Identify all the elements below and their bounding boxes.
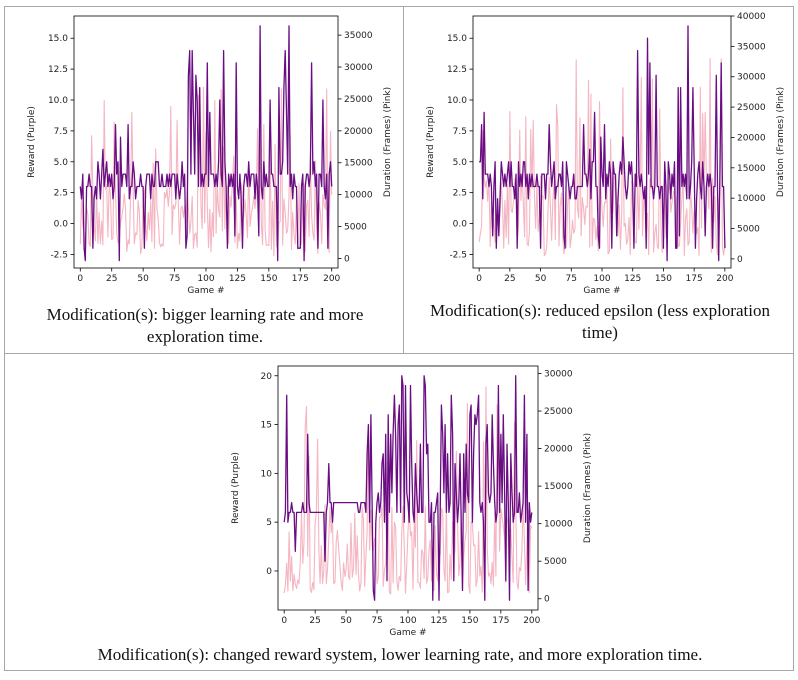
chart-2: 0 25 50 75 100 125 150 175 200 -2.5 0.0 2.5 5.0 7.5 10… <box>426 12 786 296</box>
y-left-tick-label: 2.5 <box>54 189 68 199</box>
x-tick-label: 100 <box>593 274 610 284</box>
x-tick-label: 125 <box>229 274 246 284</box>
x-tick-label: 150 <box>461 616 478 626</box>
y-left-tick-label: -2.5 <box>449 250 467 260</box>
y-left-axis-label: Reward (Purple) <box>27 106 37 178</box>
reward-series-line <box>479 25 726 262</box>
y-left-axis-label: Reward (Purple) <box>231 452 241 524</box>
x-tick-label: 50 <box>340 616 352 626</box>
x-tick-label: 25 <box>106 274 117 284</box>
y-left-tick-label: 0.0 <box>54 220 69 230</box>
chart-panel-1: 0 25 50 75 100 125 150 175 200 -2.5 0.0 2.5 5.0 7.5 10… <box>8 8 400 298</box>
y-right-tick-label: 15000 <box>737 164 766 174</box>
y-left-tick-label: 15.0 <box>447 34 467 44</box>
x-tick-label: 175 <box>492 616 509 626</box>
y-right-axis-label: Duration (Frames) (Pink) <box>383 87 393 197</box>
y-left-tick-label: 15 <box>261 421 272 431</box>
y-right-tick-label: 35000 <box>737 42 766 52</box>
x-tick-label: 75 <box>371 616 382 626</box>
y-right-tick-label: 40000 <box>737 12 766 22</box>
table-divider-horizontal <box>4 353 794 354</box>
y-right-tick-label: 30000 <box>737 73 766 83</box>
y-right-tick-label: 20000 <box>344 127 373 137</box>
y-right-tick-label: 30000 <box>344 63 373 73</box>
y-left-tick-label: 5.0 <box>453 158 468 168</box>
x-tick-label: 0 <box>281 616 287 626</box>
y-left-tick-label: 0 <box>266 567 272 577</box>
y-left-tick-label: -2.5 <box>50 250 68 260</box>
table-divider-vertical <box>403 6 404 354</box>
y-left-tick-label: 5 <box>266 518 272 528</box>
y-right-tick-label: 20000 <box>737 133 766 143</box>
x-axis-label: Game # <box>187 286 224 296</box>
y-right-tick-label: 5000 <box>344 223 367 233</box>
y-right-tick-label: 25000 <box>544 407 573 417</box>
y-right-tick-label: 10000 <box>544 520 573 530</box>
x-tick-label: 175 <box>292 274 309 284</box>
y-right-tick-label: 10000 <box>344 191 373 201</box>
x-tick-label: 150 <box>260 274 277 284</box>
y-left-tick-label: 15.0 <box>48 34 68 44</box>
y-right-axis-label: Duration (Frames) (Pink) <box>776 87 786 197</box>
y-right-tick-label: 15000 <box>544 482 573 492</box>
chart-panel-2: 0 25 50 75 100 125 150 175 200 -2.5 0.0 2.5 5.0 7.5 10… <box>407 8 793 298</box>
x-tick-label: 200 <box>523 616 540 626</box>
y-left-tick-label: 12.5 <box>48 65 68 75</box>
x-tick-label: 100 <box>399 616 416 626</box>
y-right-tick-label: 25000 <box>737 103 766 113</box>
table-border-outer <box>4 6 794 671</box>
x-tick-label: 50 <box>137 274 149 284</box>
y-right-axis-label: Duration (Frames) (Pink) <box>583 433 593 543</box>
chart-1: 0 25 50 75 100 125 150 175 200 -2.5 0.0 2.5 5.0 7.5 10… <box>27 15 393 296</box>
x-tick-label: 150 <box>655 274 672 284</box>
y-right-tick-label: 5000 <box>737 225 760 235</box>
y-left-tick-label: 10 <box>261 469 273 479</box>
y-right-tick-label: 0 <box>544 595 550 605</box>
x-tick-label: 25 <box>504 274 515 284</box>
y-right-tick-label: 0 <box>737 255 743 265</box>
y-right-tick-label: 30000 <box>544 370 573 380</box>
x-tick-label: 0 <box>476 274 482 284</box>
caption-1: Modification(s): bigger learning rate an… <box>46 305 364 346</box>
caption-2: Modification(s): reduced epsilon (less e… <box>430 301 770 342</box>
y-right-tick-label: 35000 <box>344 31 373 41</box>
reward-series-line <box>283 375 533 601</box>
x-tick-label: 100 <box>197 274 214 284</box>
x-tick-label: 125 <box>624 274 641 284</box>
y-right-tick-label: 20000 <box>544 445 573 455</box>
x-tick-label: 125 <box>430 616 447 626</box>
y-right-tick-label: 0 <box>344 254 350 264</box>
y-right-tick-label: 15000 <box>344 159 373 169</box>
y-right-tick-label: 10000 <box>737 194 766 204</box>
x-tick-label: 75 <box>169 274 180 284</box>
y-right-tick-label: 5000 <box>544 557 567 567</box>
chart-3: 0 25 50 75 100 125 150 175 200051015200500010000… <box>231 365 593 638</box>
y-left-tick-label: 10.0 <box>48 96 68 106</box>
y-left-tick-label: 2.5 <box>453 189 467 199</box>
y-left-tick-label: 7.5 <box>54 127 68 137</box>
reward-series-line <box>79 25 333 262</box>
y-left-tick-label: 7.5 <box>453 127 467 137</box>
x-tick-label: 75 <box>566 274 577 284</box>
x-tick-label: 175 <box>686 274 703 284</box>
caption-3: Modification(s): changed reward system, … <box>97 645 703 664</box>
y-left-tick-label: 12.5 <box>447 65 467 75</box>
x-axis-label: Game # <box>583 286 620 296</box>
y-left-tick-label: 10.0 <box>447 96 467 106</box>
x-tick-label: 50 <box>535 274 547 284</box>
y-left-tick-label: 0.0 <box>453 220 468 230</box>
x-tick-label: 200 <box>323 274 340 284</box>
y-left-tick-label: 20 <box>261 372 273 382</box>
x-tick-label: 200 <box>716 274 733 284</box>
x-tick-label: 0 <box>77 274 83 284</box>
y-right-tick-label: 25000 <box>344 95 373 105</box>
x-tick-label: 25 <box>309 616 320 626</box>
y-left-tick-label: 5.0 <box>54 158 69 168</box>
y-left-axis-label: Reward (Purple) <box>426 106 436 178</box>
duration-series-line <box>478 58 726 257</box>
chart-panel-3: 0 25 50 75 100 125 150 175 200 0 5 10 15 20 0 5000 10000… <box>212 358 600 640</box>
x-axis-label: Game # <box>389 628 426 638</box>
